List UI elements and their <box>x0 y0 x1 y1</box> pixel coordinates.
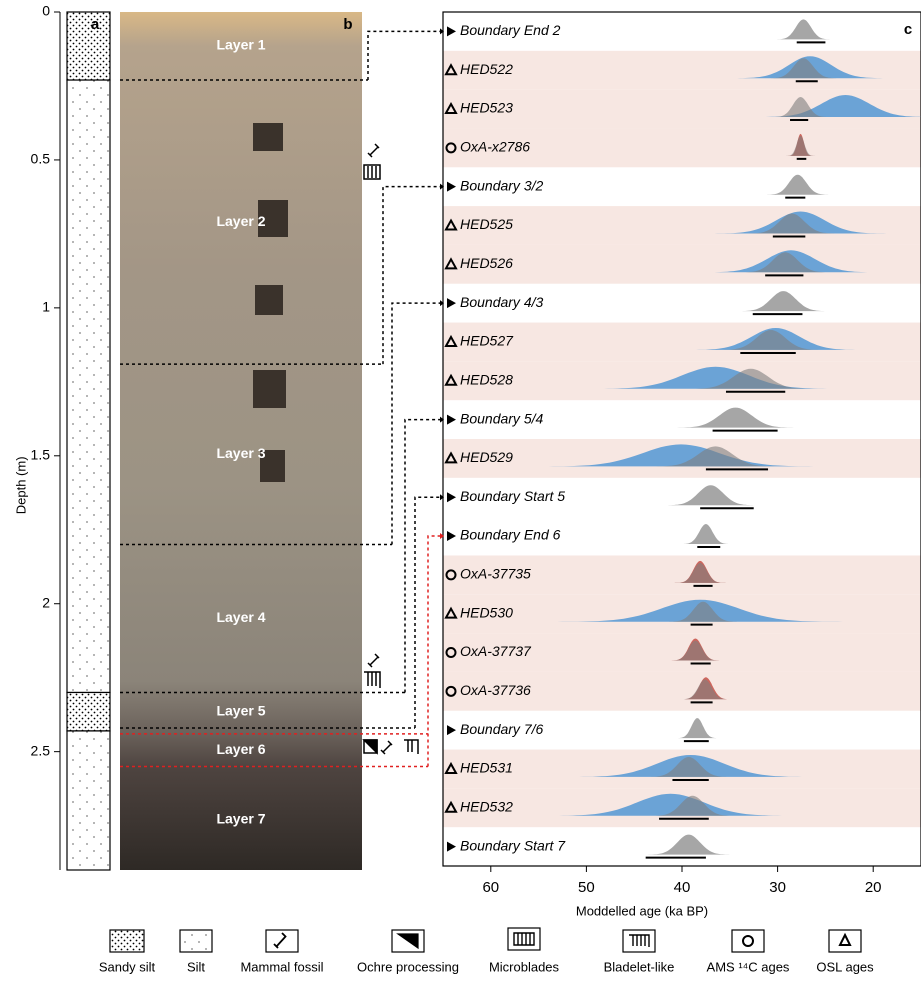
boundary-symbol <box>447 415 456 425</box>
legend-label: AMS ¹⁴C ages <box>707 959 790 974</box>
x-axis-label: Moddelled age (ka BP) <box>576 903 708 918</box>
x-tick-label: 30 <box>769 879 786 896</box>
row-label: HED526 <box>460 255 513 271</box>
row-label: HED531 <box>460 760 513 776</box>
connector <box>405 420 440 693</box>
row-label: OxA-37737 <box>460 643 532 659</box>
layer-label: Layer 1 <box>216 37 265 53</box>
row-label: Boundary Start 7 <box>460 837 566 853</box>
boundary-symbol <box>447 492 456 502</box>
row-label: OxA-x2786 <box>460 139 530 155</box>
legend-icons <box>110 928 861 952</box>
stratum <box>67 692 110 730</box>
boundary-symbol <box>447 842 456 852</box>
stratum <box>67 80 110 692</box>
x-tick-label: 40 <box>674 879 691 896</box>
row-label: Boundary End 2 <box>460 22 561 38</box>
legend-label: OSL ages <box>816 959 874 974</box>
distribution <box>763 175 832 195</box>
row-label: Boundary 5/4 <box>460 410 543 426</box>
row-shade <box>443 245 921 284</box>
legend-label: Ochre processing <box>357 959 459 974</box>
row-label: HED523 <box>460 100 513 116</box>
row-label: HED522 <box>460 61 513 77</box>
depth-tick-label: 0.5 <box>31 151 51 167</box>
distribution <box>773 19 834 39</box>
boundary-symbol <box>447 531 456 541</box>
row-label: OxA-37736 <box>460 682 531 698</box>
layer-label: Layer 6 <box>216 741 265 757</box>
distribution <box>679 524 733 544</box>
layer-label: Layer 4 <box>216 609 265 625</box>
layer-label: Layer 2 <box>216 213 265 229</box>
figure: 0 0.5 1 1.5 2 2.5 Depth (m) Layer 1 Layer 2 Layer… <box>0 0 921 979</box>
row-label: OxA-37735 <box>460 566 531 582</box>
stratum <box>67 731 110 870</box>
connector <box>383 187 440 364</box>
row-label: Boundary 4/3 <box>460 294 543 310</box>
legend-label: Mammal fossil <box>240 959 323 974</box>
legend-label: Bladelet-like <box>604 959 675 974</box>
panel-label: a <box>91 16 100 33</box>
distribution <box>643 835 735 855</box>
connector <box>428 536 440 766</box>
connector <box>392 303 440 544</box>
row-label: HED532 <box>460 798 513 814</box>
row-label: Boundary Start 5 <box>460 488 565 504</box>
layer-label: Layer 3 <box>216 445 265 461</box>
connector <box>368 31 440 80</box>
distribution <box>734 291 833 311</box>
distribution <box>671 408 801 428</box>
distribution <box>674 718 720 738</box>
x-tick-label: 60 <box>482 879 499 896</box>
boundary-symbol <box>447 26 456 36</box>
depth-tick-label: 2.5 <box>31 742 51 758</box>
row-label: HED527 <box>460 333 514 349</box>
find-icons <box>364 144 418 754</box>
row-label: HED529 <box>460 449 513 465</box>
x-tick-label: 20 <box>865 879 882 896</box>
row-shade <box>443 206 921 245</box>
legend-label: Sandy silt <box>99 959 156 974</box>
stratum <box>67 12 110 80</box>
row-label: HED525 <box>460 216 513 232</box>
depth-tick-label: 0 <box>42 3 50 19</box>
layer-label: Layer 5 <box>216 702 265 718</box>
row-shade <box>443 51 921 90</box>
row-label: HED528 <box>460 371 513 387</box>
depth-axis-label: Depth (m) <box>13 456 28 514</box>
depth-tick-label: 1.5 <box>31 446 51 462</box>
row-label: Boundary 7/6 <box>460 721 543 737</box>
layer-label: Layer 7 <box>216 810 265 826</box>
depth-tick-label: 1 <box>42 299 50 315</box>
panel-label: b <box>343 16 352 33</box>
row-label: Boundary End 6 <box>460 527 561 543</box>
depth-tick-label: 2 <box>42 594 50 610</box>
distribution <box>661 485 760 505</box>
boundary-symbol <box>447 725 456 735</box>
panel-label: c <box>904 21 912 38</box>
legend-label: Silt <box>187 959 205 974</box>
row-shade <box>443 323 921 362</box>
boundary-symbol <box>447 182 456 192</box>
row-label: Boundary 3/2 <box>460 177 543 193</box>
row-label: HED530 <box>460 604 513 620</box>
x-tick-label: 50 <box>578 879 595 896</box>
boundary-symbol <box>447 298 456 308</box>
legend-label: Microblades <box>489 959 560 974</box>
